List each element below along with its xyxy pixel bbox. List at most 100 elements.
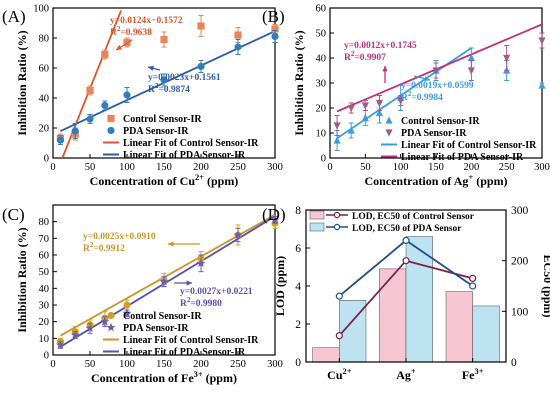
data-point — [101, 101, 109, 110]
y-tick-label: 6 — [295, 243, 301, 255]
y2-tick-label: 0 — [511, 357, 517, 369]
data-point — [467, 67, 475, 75]
category-label-sup: 3+ — [475, 367, 484, 376]
fit-equation: y=0.0027x+0.0221 — [180, 287, 253, 297]
y-tick-label: 30 — [39, 301, 50, 312]
y-tick-label: 20 — [316, 104, 327, 115]
x-axis-label-base: Concentration of Cu — [90, 174, 196, 188]
x-axis-label-sup: 2+ — [195, 173, 204, 182]
fit-r2-value: =0.9907 — [354, 53, 386, 63]
x-axis-label-base: Concentration of Ag — [364, 174, 468, 188]
fit-r2-label: R — [401, 93, 408, 103]
fit-r2-sup: 2 — [351, 50, 355, 58]
legend-marker — [107, 114, 115, 123]
data-point — [333, 136, 341, 144]
legend-marker — [107, 311, 115, 320]
panel-label: (C) — [2, 205, 25, 224]
fit-r2-sup: 2 — [408, 90, 412, 98]
fit-r2: R2=0.9912 — [83, 241, 125, 254]
data-point — [375, 99, 384, 108]
x-axis-label-sup: + — [468, 173, 473, 182]
data-point — [70, 330, 80, 339]
x-axis-label-base: Concentration of Fe — [91, 371, 194, 385]
data-point — [432, 67, 440, 75]
y-tick-label: 50 — [316, 29, 327, 40]
legend-marker — [107, 126, 115, 135]
legend-marker — [385, 129, 393, 137]
fit-lines — [336, 23, 542, 140]
y-axis-label: Inhibition Ratio (%) — [292, 30, 306, 135]
y-tick-label: 100 — [33, 4, 49, 15]
data-point — [71, 127, 79, 135]
fit-r2-label: R — [148, 85, 155, 95]
series-2 — [56, 215, 280, 349]
data-point — [503, 54, 511, 63]
fit-r2-value: =0.9874 — [158, 85, 190, 95]
fit-r2: R2=0.9980 — [180, 296, 222, 309]
fit-r2-sup: 2 — [155, 82, 159, 90]
fit-r2: R2=0.9984 — [401, 90, 443, 103]
panel-a: 0 50 100 150 200 250 300020406080100Concentrat… — [2, 4, 283, 189]
legend-label: LOD, EC50 of Control Sensor — [352, 212, 475, 222]
x-tick-label: 150 — [428, 162, 444, 173]
panel-c: 0 50 100 150 200 250 300 0 10 20 30 40 50 60 70 80 Conce… — [2, 204, 283, 385]
legend-label: Control Sensor-IR — [123, 114, 202, 125]
y-axis-label: LOD (ppm) — [273, 256, 287, 316]
legend-label: Linear Fit of Control Sensor-IR — [401, 140, 537, 151]
x-tick-label: 50 — [360, 162, 371, 173]
arrow-head — [424, 76, 430, 82]
x-axis-label: Concentration of Cu2+ (ppm) — [90, 173, 239, 188]
fit-line — [336, 23, 542, 113]
series-2 — [56, 30, 279, 145]
legend-label: PDA Sensor-IR — [123, 126, 189, 137]
bar — [445, 291, 473, 363]
data-point — [56, 340, 65, 349]
fit-r2: R2=0.9874 — [148, 82, 190, 95]
x-tick-label: 100 — [393, 162, 409, 173]
x-tick-label: 250 — [230, 162, 246, 173]
y2-tick-label: 100 — [511, 306, 529, 318]
legend-label: Linear Fit of Control Sensor-IR — [123, 138, 259, 149]
data-point — [538, 37, 546, 45]
y-tick-label: 50 — [39, 267, 50, 278]
data-point — [234, 31, 242, 39]
fit-r2: R2=0.9907 — [344, 50, 386, 63]
ec50-point — [335, 292, 343, 300]
fit-r2-value: =0.9984 — [411, 93, 443, 103]
legend-label: Linear Fit of PDA Sensor-IR — [401, 152, 524, 163]
x-tick-label: 200 — [193, 359, 209, 370]
y-tick-label: 20 — [39, 124, 50, 135]
y-tick-label: 10 — [316, 129, 327, 140]
fit-equation: y=0.0019x+0.0599 — [401, 81, 474, 91]
y-axis-label: Inhibition Ratio (%) — [15, 30, 29, 135]
legend: LOD, EC50 of Control Sensor LOD, EC50 of … — [309, 210, 475, 234]
y-tick-label: 60 — [316, 4, 327, 15]
fit-equation: y=0.0025x+0.0910 — [83, 232, 156, 242]
ec50-point — [469, 282, 477, 290]
x-tick-label: 200 — [463, 162, 479, 173]
data-point — [197, 62, 205, 71]
data-point — [160, 35, 168, 44]
x-axis-label: Concentration of Ag+ (ppm) — [364, 173, 507, 188]
legend-marker — [385, 116, 393, 124]
fit-r2-value: =0.9980 — [190, 299, 222, 309]
data-point — [270, 215, 280, 224]
legend-marker — [106, 322, 116, 332]
panel-d: 0 2 4 6 8 0 100 200 300 Cu2+ Ag+ Fe3+ LOD (ppm) EC50 … — [262, 205, 550, 382]
bar-series-1 — [312, 268, 473, 363]
y-tick-label: 0 — [44, 351, 49, 362]
y-axis-label: Inhibition Ratio (%) — [15, 227, 29, 332]
y-tick-label: 60 — [39, 64, 50, 75]
y-tick-label: 2 — [295, 319, 301, 331]
fit-r2-label: R — [83, 244, 90, 254]
x-tick-label: 250 — [499, 162, 515, 173]
panel-label: (D) — [262, 205, 286, 224]
ec50-point — [469, 274, 477, 282]
bar — [312, 347, 340, 363]
